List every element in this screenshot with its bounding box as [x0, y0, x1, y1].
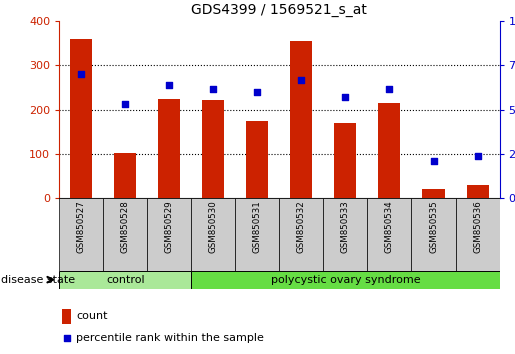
Bar — [59, 198, 103, 271]
Point — [430, 158, 438, 164]
Text: disease state: disease state — [1, 275, 75, 285]
Bar — [379, 103, 401, 198]
Bar — [147, 198, 192, 271]
Bar — [235, 198, 279, 271]
Text: count: count — [76, 312, 108, 321]
Text: GSM850532: GSM850532 — [297, 200, 306, 253]
Bar — [62, 309, 71, 324]
Bar — [59, 271, 191, 289]
Text: GSM850535: GSM850535 — [429, 200, 438, 253]
Text: GSM850530: GSM850530 — [209, 200, 218, 253]
Text: GSM850528: GSM850528 — [121, 200, 130, 253]
Text: GSM850529: GSM850529 — [165, 200, 174, 253]
Point — [77, 72, 85, 77]
Text: GSM850527: GSM850527 — [77, 200, 85, 253]
Point — [385, 86, 393, 91]
Bar — [456, 198, 500, 271]
Point — [253, 89, 262, 95]
Bar — [103, 198, 147, 271]
Bar — [323, 198, 367, 271]
Bar — [246, 121, 268, 198]
Bar — [202, 100, 225, 198]
Point — [121, 102, 129, 107]
Point — [341, 95, 350, 100]
Bar — [411, 198, 456, 271]
Point — [209, 86, 217, 91]
Bar — [290, 41, 313, 198]
Point — [165, 82, 174, 88]
Bar — [422, 189, 444, 198]
Title: GDS4399 / 1569521_s_at: GDS4399 / 1569521_s_at — [192, 4, 367, 17]
Text: polycystic ovary syndrome: polycystic ovary syndrome — [270, 275, 420, 285]
Bar — [191, 198, 235, 271]
Point — [297, 77, 305, 82]
Text: percentile rank within the sample: percentile rank within the sample — [76, 332, 264, 343]
Point — [62, 335, 71, 341]
Text: GSM850531: GSM850531 — [253, 200, 262, 253]
Text: control: control — [106, 275, 145, 285]
Bar — [280, 198, 323, 271]
Point — [473, 153, 482, 159]
Bar — [158, 99, 180, 198]
Text: GSM850533: GSM850533 — [341, 200, 350, 253]
Bar — [114, 153, 136, 198]
Bar — [467, 185, 489, 198]
Bar — [191, 271, 500, 289]
Text: GSM850534: GSM850534 — [385, 200, 394, 253]
Bar — [70, 39, 92, 198]
Bar — [367, 198, 411, 271]
Text: GSM850536: GSM850536 — [473, 200, 482, 253]
Bar — [334, 123, 356, 198]
